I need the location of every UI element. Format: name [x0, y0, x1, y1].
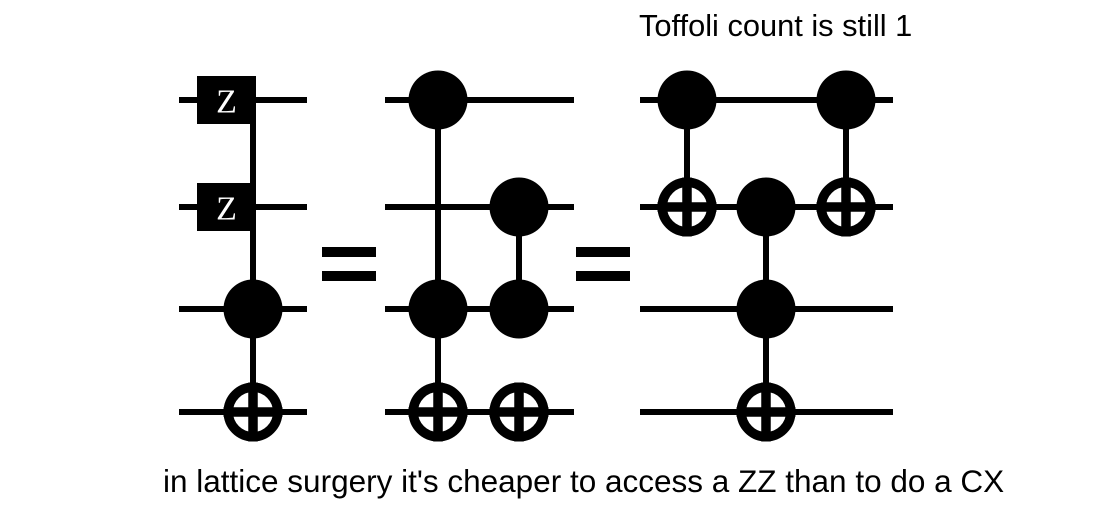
svg-text:Z: Z	[216, 191, 237, 228]
svg-text:Z: Z	[216, 84, 237, 121]
